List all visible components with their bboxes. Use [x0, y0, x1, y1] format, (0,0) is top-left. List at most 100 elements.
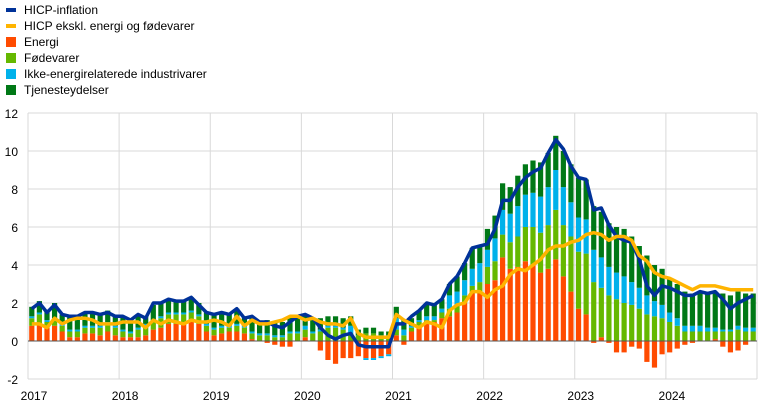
bar-ikke-energirelaterede-industrivarer: [44, 320, 50, 322]
bar-energi: [120, 337, 126, 341]
bar-ikke-energirelaterede-industrivarer: [203, 323, 210, 326]
bar-energi: [401, 341, 407, 345]
bar-fødevarer: [89, 327, 96, 334]
bar-energi: [568, 291, 574, 341]
bar-ikke-energirelaterede-industrivarer: [712, 327, 718, 332]
bar-energi: [712, 339, 718, 341]
bar-ikke-energirelaterede-industrivarer: [743, 327, 749, 332]
bar-fødevarer: [36, 314, 42, 324]
bar-ikke-energirelaterede-industrivarer: [492, 238, 498, 262]
bar-ikke-energirelaterede-industrivarer: [211, 327, 217, 330]
bar-energi: [317, 341, 323, 351]
bar-energi: [127, 337, 134, 341]
bar-fødevarer: [545, 225, 551, 269]
bar-tjenesteydelser: [294, 316, 301, 332]
bar-ikke-energirelaterede-industrivarer: [82, 325, 88, 328]
bar-tjenesteydelser: [173, 301, 179, 313]
bar-ikke-energirelaterede-industrivarer: [173, 312, 179, 315]
bar-fødevarer: [310, 333, 316, 341]
y-tick-label: 8: [11, 183, 18, 197]
bar-ikke-energirelaterede-industrivarer: [257, 333, 263, 336]
bar-tjenesteydelser: [370, 327, 377, 334]
bar-fødevarer: [211, 329, 217, 336]
bar-tjenesteydelser: [325, 316, 331, 326]
bar-energi: [674, 341, 680, 349]
bar-tjenesteydelser: [446, 284, 453, 296]
bar-fødevarer: [135, 329, 141, 338]
bar-energi: [613, 341, 620, 353]
bar-ikke-energirelaterede-industrivarer: [310, 331, 316, 334]
bar-energi: [279, 341, 285, 347]
bar-fødevarer: [720, 331, 726, 341]
x-tick-label: 2020: [294, 389, 321, 403]
bar-fødevarer: [112, 327, 118, 336]
bar-tjenesteydelser: [363, 327, 369, 334]
legend-line-swatch: [6, 8, 16, 12]
bar-fødevarer: [674, 325, 680, 341]
legend-box-swatch: [6, 69, 16, 79]
bar-ikke-energirelaterede-industrivarer: [667, 312, 673, 322]
bar-ikke-energirelaterede-industrivarer: [469, 268, 475, 286]
bar-energi: [424, 322, 430, 341]
bar-energi: [484, 284, 491, 341]
bar-ikke-energirelaterede-industrivarer: [165, 312, 172, 315]
y-tick-label: 12: [5, 107, 19, 121]
bar-energi: [621, 341, 627, 353]
x-tick-label: 2022: [476, 389, 503, 403]
bar-ikke-energirelaterede-industrivarer: [439, 308, 445, 313]
bar-tjenesteydelser: [750, 293, 756, 328]
bar-energi: [606, 341, 612, 343]
bar-fødevarer: [74, 331, 80, 338]
bar-ikke-energirelaterede-industrivarer: [181, 312, 187, 315]
bar-ikke-energirelaterede-industrivarer: [613, 272, 620, 300]
bar-fødevarer: [44, 322, 50, 328]
bar-energi: [507, 268, 513, 341]
bar-tjenesteydelser: [644, 255, 650, 296]
legend-item: Tjenesteydelser: [6, 82, 109, 98]
bar-energi: [439, 318, 445, 341]
bar-ikke-energirelaterede-industrivarer: [74, 329, 80, 332]
legend-label: Tjenesteydelser: [24, 83, 109, 97]
bar-tjenesteydelser: [575, 177, 582, 218]
bar-ikke-energirelaterede-industrivarer: [575, 217, 582, 252]
bar-ikke-energirelaterede-industrivarer: [446, 295, 453, 309]
bar-fødevarer: [515, 236, 521, 267]
bar-fødevarer: [651, 316, 658, 341]
bar-fødevarer: [606, 295, 612, 341]
bar-ikke-energirelaterede-industrivarer: [720, 329, 726, 332]
bar-ikke-energirelaterede-industrivarer: [682, 325, 688, 332]
bar-energi: [181, 323, 187, 341]
bar-tjenesteydelser: [226, 314, 232, 326]
bar-fødevarer: [401, 335, 407, 341]
bar-tjenesteydelser: [613, 227, 620, 273]
bar-tjenesteydelser: [257, 322, 263, 334]
bar-ikke-energirelaterede-industrivarer: [598, 257, 604, 288]
bar-ikke-energirelaterede-industrivarer: [636, 287, 642, 309]
bar-fødevarer: [29, 318, 35, 326]
bar-ikke-energirelaterede-industrivarer: [484, 249, 491, 267]
bar-ikke-energirelaterede-industrivarer: [750, 327, 756, 332]
legend-label: Fødevarer: [24, 51, 80, 65]
bar-fødevarer: [51, 320, 58, 326]
bar-energi: [530, 265, 536, 341]
bar-tjenesteydelser: [196, 303, 202, 315]
bar-tjenesteydelser: [636, 246, 642, 288]
bar-ikke-energirelaterede-industrivarer: [689, 325, 696, 332]
bar-tjenesteydelser: [416, 310, 422, 321]
bar-ikke-energirelaterede-industrivarer: [120, 329, 126, 332]
bar-fødevarer: [750, 331, 756, 341]
bar-tjenesteydelser: [720, 293, 726, 330]
bar-ikke-energirelaterede-industrivarer: [735, 325, 741, 330]
bar-tjenesteydelser: [689, 293, 696, 326]
y-tick-label: 0: [11, 335, 18, 349]
bar-tjenesteydelser: [560, 151, 566, 188]
bar-ikke-energirelaterede-industrivarer: [158, 316, 164, 319]
bar-energi: [105, 331, 111, 341]
bar-tjenesteydelser: [332, 316, 339, 326]
bar-fødevarer: [150, 322, 156, 330]
bar-energi: [355, 341, 361, 357]
bar-energi: [500, 257, 506, 341]
bar-fødevarer: [219, 327, 225, 334]
bar-fødevarer: [659, 318, 665, 341]
